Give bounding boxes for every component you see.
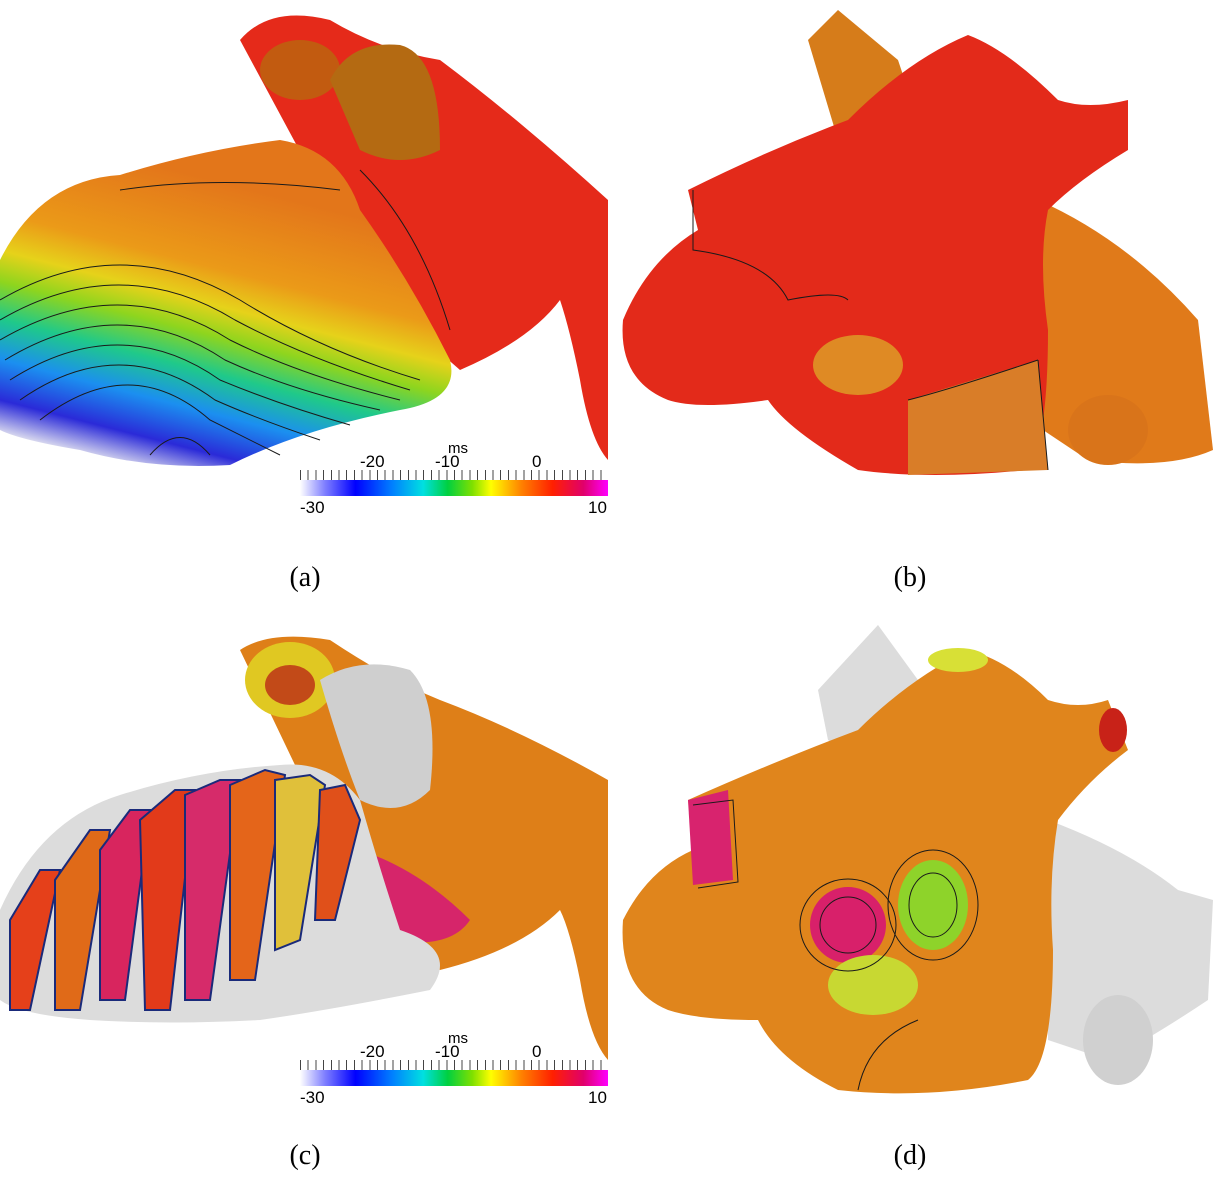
heart-render-d	[622, 625, 1213, 1094]
caption-b: (b)	[893, 562, 927, 593]
colorbar-a: ms -20 -10 0 -30 10	[300, 440, 608, 517]
colorbar-c: ms -20 -10 0 -30 10	[300, 1030, 608, 1107]
colorbar-tick-label: -20	[360, 1042, 385, 1061]
panel-c: ms -20 -10 0 -30 10	[0, 620, 608, 1120]
colorbar-min-label: -30	[300, 498, 325, 517]
colorbar-gradient	[300, 1070, 608, 1086]
panel-b	[608, 0, 1213, 540]
colorbar-min-label: -30	[300, 1088, 325, 1107]
panel-a: ms -20 -10 0 -30 10	[0, 0, 608, 540]
heart-render-b	[622, 10, 1213, 475]
colorbar-tick-label: -20	[360, 452, 385, 471]
colorbar-units: ms	[448, 440, 468, 457]
colorbar-max-label: 10	[588, 498, 607, 517]
colorbar-ticks	[300, 1060, 608, 1070]
colorbar-gradient	[300, 480, 608, 496]
colorbar-tick-label: 0	[532, 1042, 542, 1061]
heart-render-c	[0, 636, 608, 1060]
colorbar-tick-label: 0	[532, 452, 542, 471]
colorbar-ticks	[300, 470, 608, 480]
panel-d	[608, 620, 1213, 1120]
colorbar-tick-label: -10	[435, 1042, 460, 1061]
colorbar-units: ms	[448, 1030, 468, 1047]
heart-render-a	[0, 15, 608, 466]
colorbar-max-label: 10	[588, 1088, 607, 1107]
caption-c: (c)	[289, 1140, 321, 1171]
caption-d: (d)	[893, 1140, 927, 1171]
caption-a: (a)	[289, 562, 321, 593]
colorbar-tick-label: -10	[435, 452, 460, 471]
